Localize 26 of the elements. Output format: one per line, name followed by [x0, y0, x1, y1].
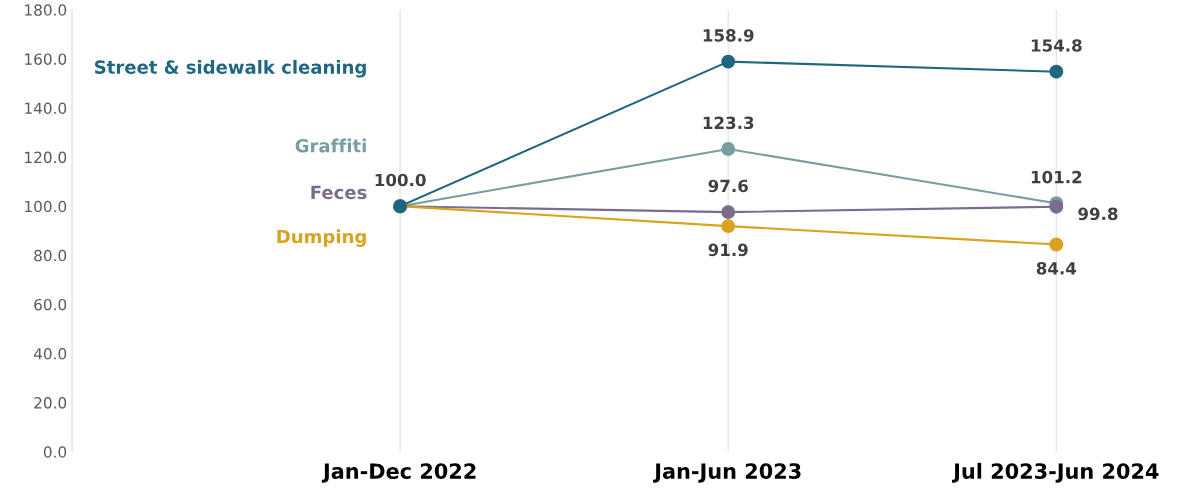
data-label: 84.4	[1036, 262, 1077, 275]
data-label: 91.9	[708, 243, 748, 257]
data-label: 101.2	[1031, 170, 1082, 184]
x-tick-label: Jul 2023-Jun 2024	[952, 462, 1159, 483]
y-tick-label: 0.0	[43, 446, 67, 458]
data-label: 154.8	[1031, 39, 1082, 52]
y-tick-label: 160.0	[25, 53, 67, 65]
y-tick-label: 120.0	[25, 151, 67, 164]
y-tick-label: 20.0	[34, 397, 67, 409]
y-tick-label: 60.0	[34, 298, 67, 311]
data-label: 158.9	[703, 29, 754, 42]
y-tick-label: 100.0	[25, 200, 67, 213]
x-tick-label: Jan-Dec 2022	[321, 463, 476, 483]
data-label: 97.6	[708, 179, 748, 193]
data-label: 123.3	[703, 116, 754, 130]
y-tick-label: 140.0	[25, 102, 67, 115]
y-tick-label: 40.0	[33, 347, 67, 360]
text: Street & sidewalk cleaning	[95, 59, 366, 78]
data-label: 99.8	[1078, 207, 1118, 221]
x-tick-label: Jan-Jun 2023	[653, 463, 801, 483]
data-label: 100.0	[375, 173, 426, 187]
text: Graffiti	[295, 138, 366, 153]
series-label: Dumping	[277, 229, 366, 247]
y-tick-label: 180.0	[25, 4, 67, 16]
y-tick-label: 80.0	[34, 249, 67, 262]
series-label: Feces	[311, 185, 367, 200]
